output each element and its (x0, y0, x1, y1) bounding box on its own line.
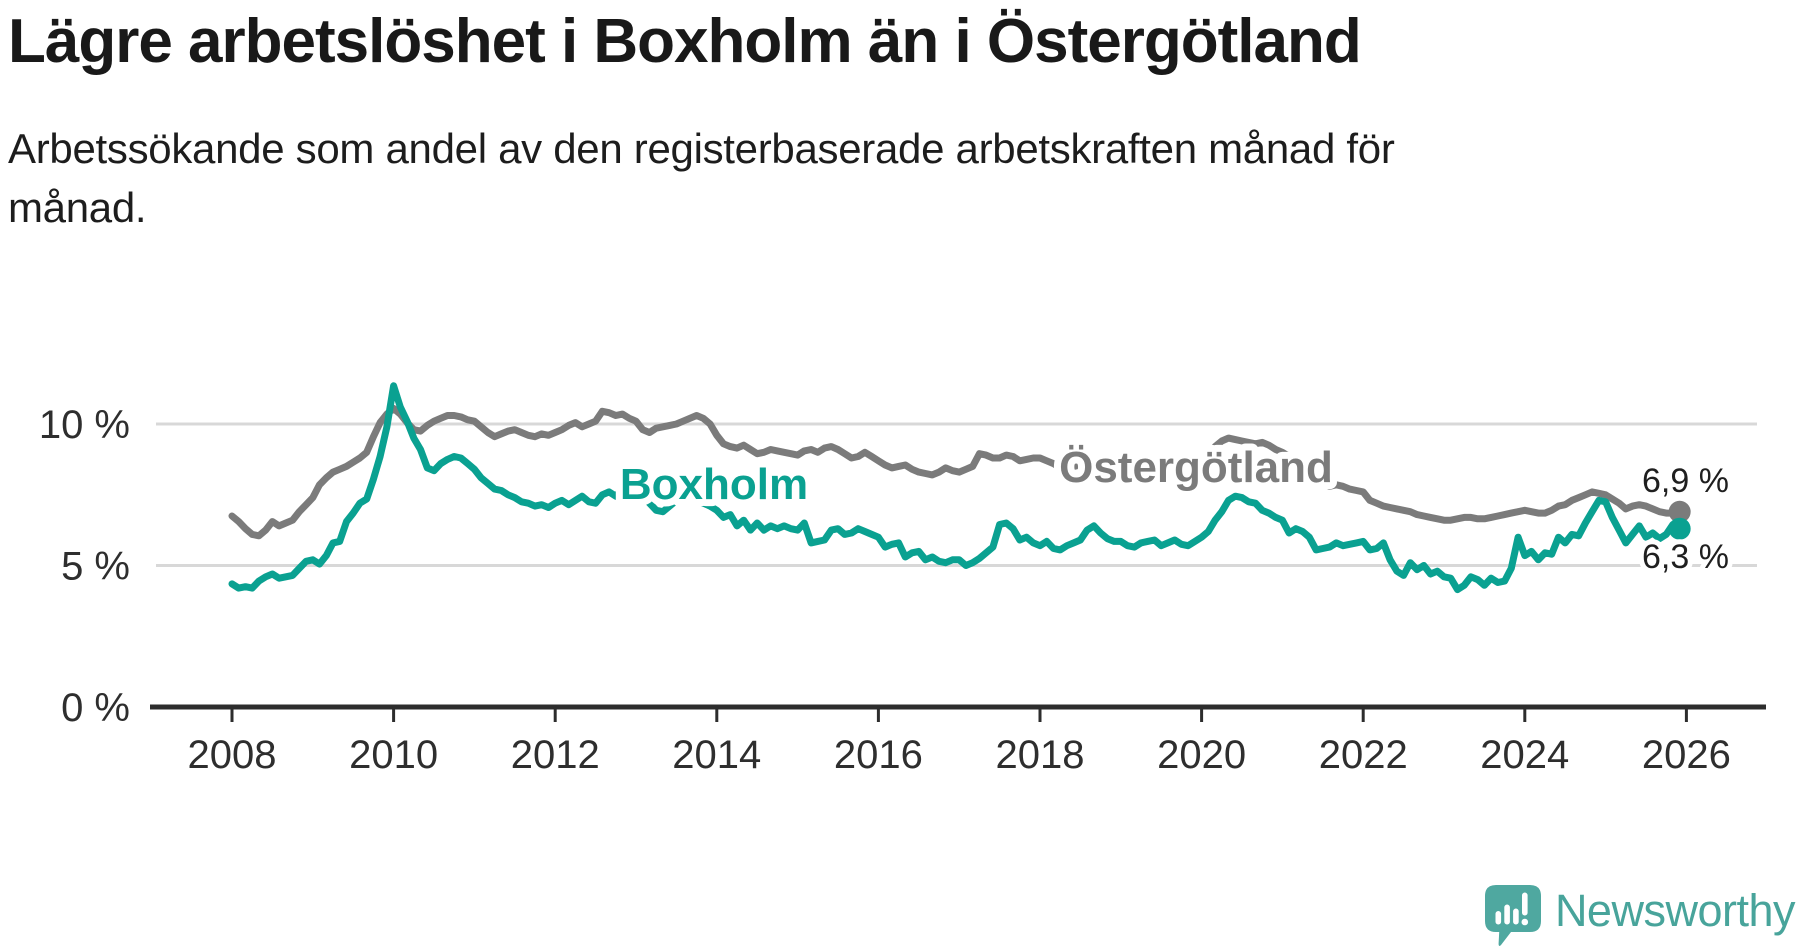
end-dot-östergötland (1668, 500, 1691, 523)
exclamation-dot (1521, 918, 1529, 926)
chart-subtitle: Arbetssökande som andel av den registerb… (8, 125, 1395, 232)
x-tick-label-2012: 2012 (511, 733, 600, 777)
series-line-boxholm (228, 382, 1684, 594)
bar-1 (1495, 911, 1502, 925)
y-tick-label-10: 10 % (39, 403, 130, 447)
bar-3 (1513, 908, 1519, 925)
x-tick-label-2020: 2020 (1157, 733, 1246, 777)
x-tick-label-2010: 2010 (349, 733, 438, 777)
x-tick-label-2026: 2026 (1642, 733, 1731, 777)
end-value-label-boxholm: 6,3 % (1642, 538, 1729, 576)
x-tick-label-2024: 2024 (1480, 733, 1569, 777)
series-label-östergötland: Östergötland (1059, 443, 1333, 492)
newsworthy-logo: Newsworthy (1484, 884, 1796, 947)
bar-2 (1504, 904, 1510, 925)
y-tick-label-5: 5 % (61, 545, 130, 589)
x-tick-label-2022: 2022 (1319, 733, 1408, 777)
x-tick-label-2018: 2018 (996, 733, 1085, 777)
x-tick-label-2016: 2016 (834, 733, 923, 777)
x-tick-label-2014: 2014 (672, 733, 761, 777)
series-label-boxholm: Boxholm (620, 460, 808, 509)
end-value-label-östergötland: 6,9 % (1642, 462, 1729, 500)
newsworthy-logo-text: Newsworthy (1554, 884, 1796, 936)
speech-bubble-shape (1484, 885, 1541, 946)
end-dot-boxholm (1668, 517, 1691, 540)
chart-title: Lägre arbetslöshet i Boxholm än i Österg… (8, 7, 1362, 76)
series-line-östergötland (228, 404, 1684, 540)
newsworthy-logo-icon (1484, 885, 1541, 946)
chart-header: Lägre arbetslöshet i Boxholm än i Österg… (8, 6, 1768, 238)
exclamation-bar (1521, 892, 1528, 916)
x-tick-label-2008: 2008 (188, 733, 277, 777)
y-tick-label-0: 0 % (61, 686, 130, 730)
